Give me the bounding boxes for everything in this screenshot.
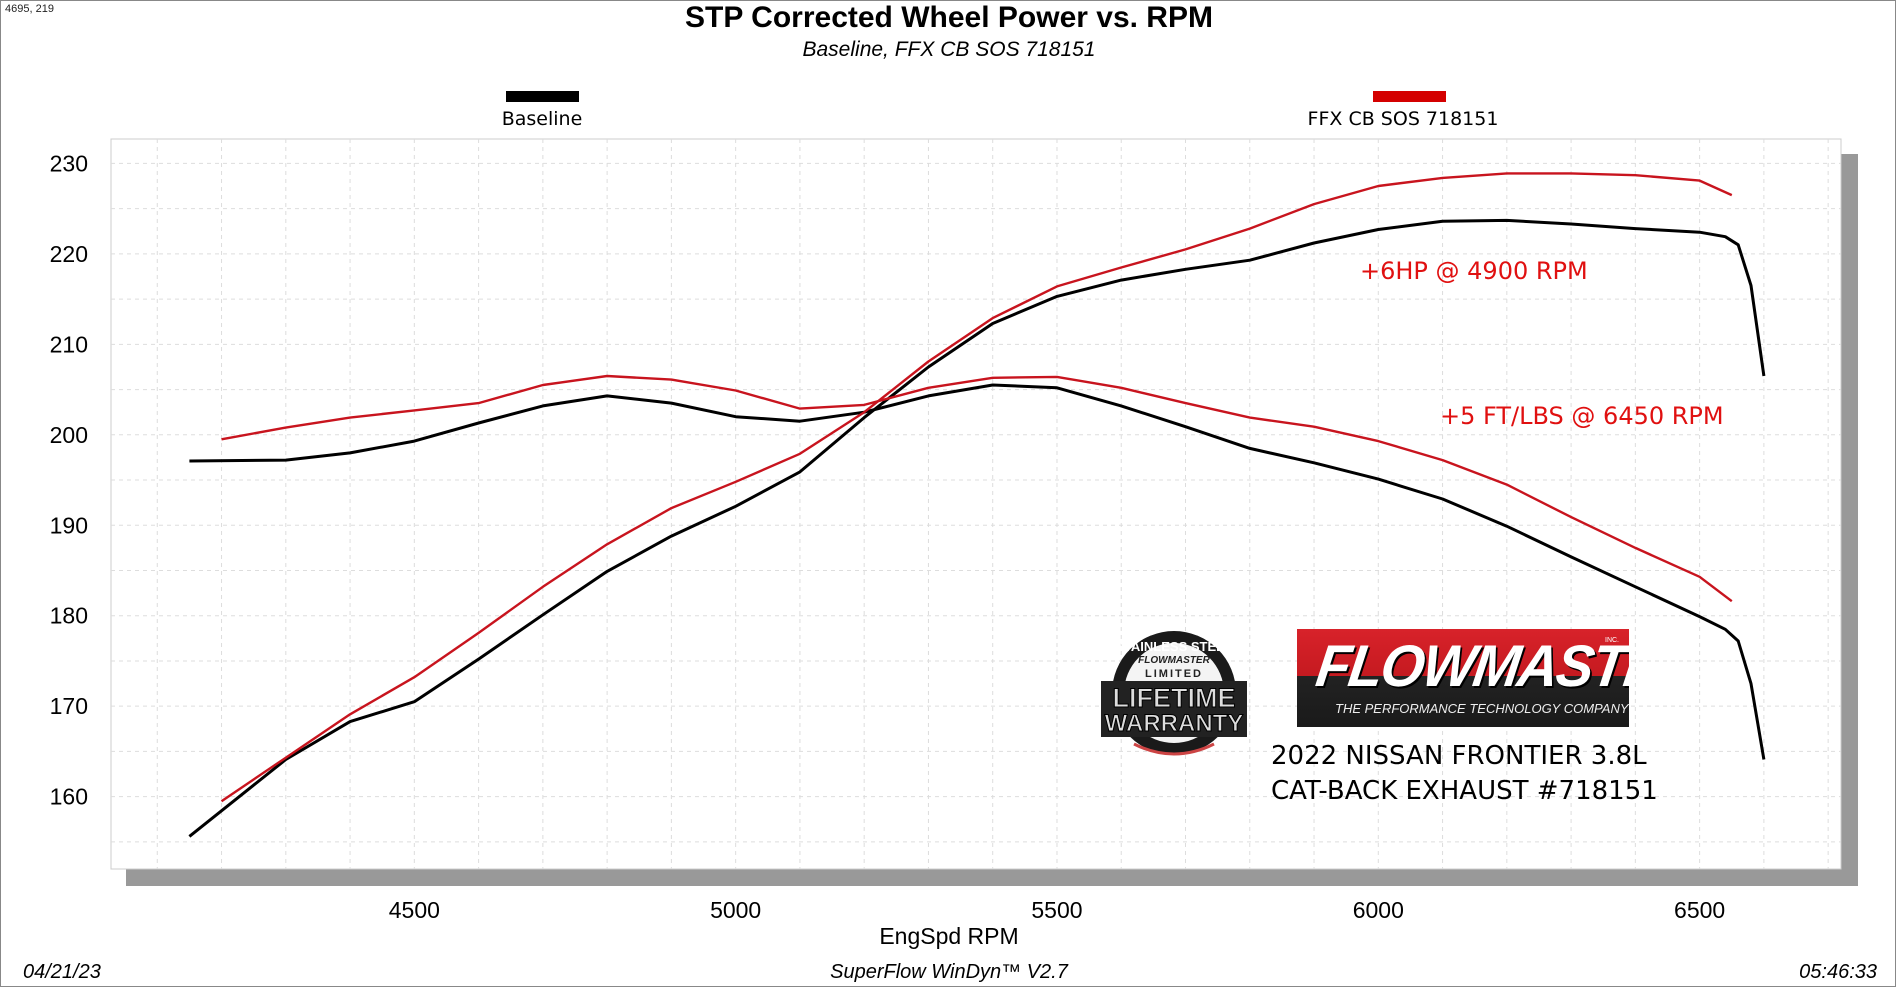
flowmaster-logo: FLOWMASTER INC. THE PERFORMANCE TECHNOLO… — [1297, 629, 1629, 727]
flowmaster-inc-mark: INC. — [1605, 637, 1619, 644]
x-tick-label: 5500 — [1031, 897, 1082, 923]
y-tick-label: 210 — [50, 331, 88, 357]
y-tick-label: 180 — [50, 603, 88, 629]
svg-text:STAINLESS STEEL: STAINLESS STEEL — [1115, 639, 1233, 654]
plot-shadow-bottom — [126, 869, 1858, 886]
y-axis-ticks: 160 170 180 190 200 210 220 230 — [50, 150, 88, 809]
legend-label-ffx: FFX CB SOS 718151 — [1307, 108, 1499, 130]
svg-text:FLOWMASTER: FLOWMASTER — [1138, 655, 1210, 666]
flowmaster-tagline: THE PERFORMANCE TECHNOLOGY COMPANY — [1335, 701, 1629, 716]
chart-title: STP Corrected Wheel Power vs. RPM — [685, 1, 1213, 34]
legend-swatch-ffx — [1373, 91, 1446, 102]
y-tick-label: 170 — [50, 693, 88, 719]
series-lines — [188, 172, 1766, 838]
annotation-hp-gain: +6HP @ 4900 RPM — [1360, 257, 1588, 285]
y-tick-label: 200 — [50, 422, 88, 448]
plot-frame — [110, 138, 1842, 870]
svg-text:LIFETIME: LIFETIME — [1113, 683, 1236, 713]
footer-time: 05:46:33 — [1799, 961, 1877, 983]
annotation-torque-gain: +5 FT/LBS @ 6450 RPM — [1440, 402, 1724, 430]
legend-swatch-baseline — [506, 91, 579, 102]
legend-label-baseline: Baseline — [501, 108, 583, 130]
plot-shadow-right — [1841, 154, 1858, 886]
x-axis-ticks: 4500 5000 5500 6000 6500 — [389, 897, 1725, 923]
y-tick-label: 220 — [50, 241, 88, 267]
footer-date: 04/21/23 — [23, 961, 101, 983]
x-tick-label: 6000 — [1353, 897, 1404, 923]
chart-subtitle: Baseline, FFX CB SOS 718151 — [802, 38, 1096, 61]
vehicle-info-line-2: CAT-BACK EXHAUST #718151 — [1271, 776, 1658, 806]
x-tick-label: 4500 — [389, 897, 440, 923]
svg-text:LIMITED: LIMITED — [1145, 668, 1203, 680]
lifetime-warranty-logo: STAINLESS STEEL FLOWMASTER LIMITED LIFET… — [1101, 631, 1247, 756]
grid — [111, 139, 1841, 869]
y-tick-label: 230 — [50, 150, 88, 176]
y-tick-label: 190 — [50, 512, 88, 538]
x-tick-label: 6500 — [1674, 897, 1725, 923]
x-tick-label: 5000 — [710, 897, 761, 923]
y-tick-label: 160 — [50, 784, 88, 810]
flowmaster-wordmark: FLOWMASTER — [1312, 632, 1629, 699]
series-line-ffx-torque — [221, 374, 1733, 603]
series-line-ffx-power — [220, 172, 1733, 803]
x-axis-label: EngSpd RPM — [879, 923, 1019, 949]
footer-software: SuperFlow WinDyn™ V2.7 — [830, 961, 1068, 983]
svg-text:WARRANTY: WARRANTY — [1105, 710, 1244, 737]
series-line-baseline-power — [188, 218, 1766, 838]
cursor-readout: 4695, 219 — [5, 3, 54, 15]
series-line-baseline-torque — [189, 383, 1766, 760]
vehicle-info-line-1: 2022 NISSAN FRONTIER 3.8L — [1271, 741, 1647, 771]
